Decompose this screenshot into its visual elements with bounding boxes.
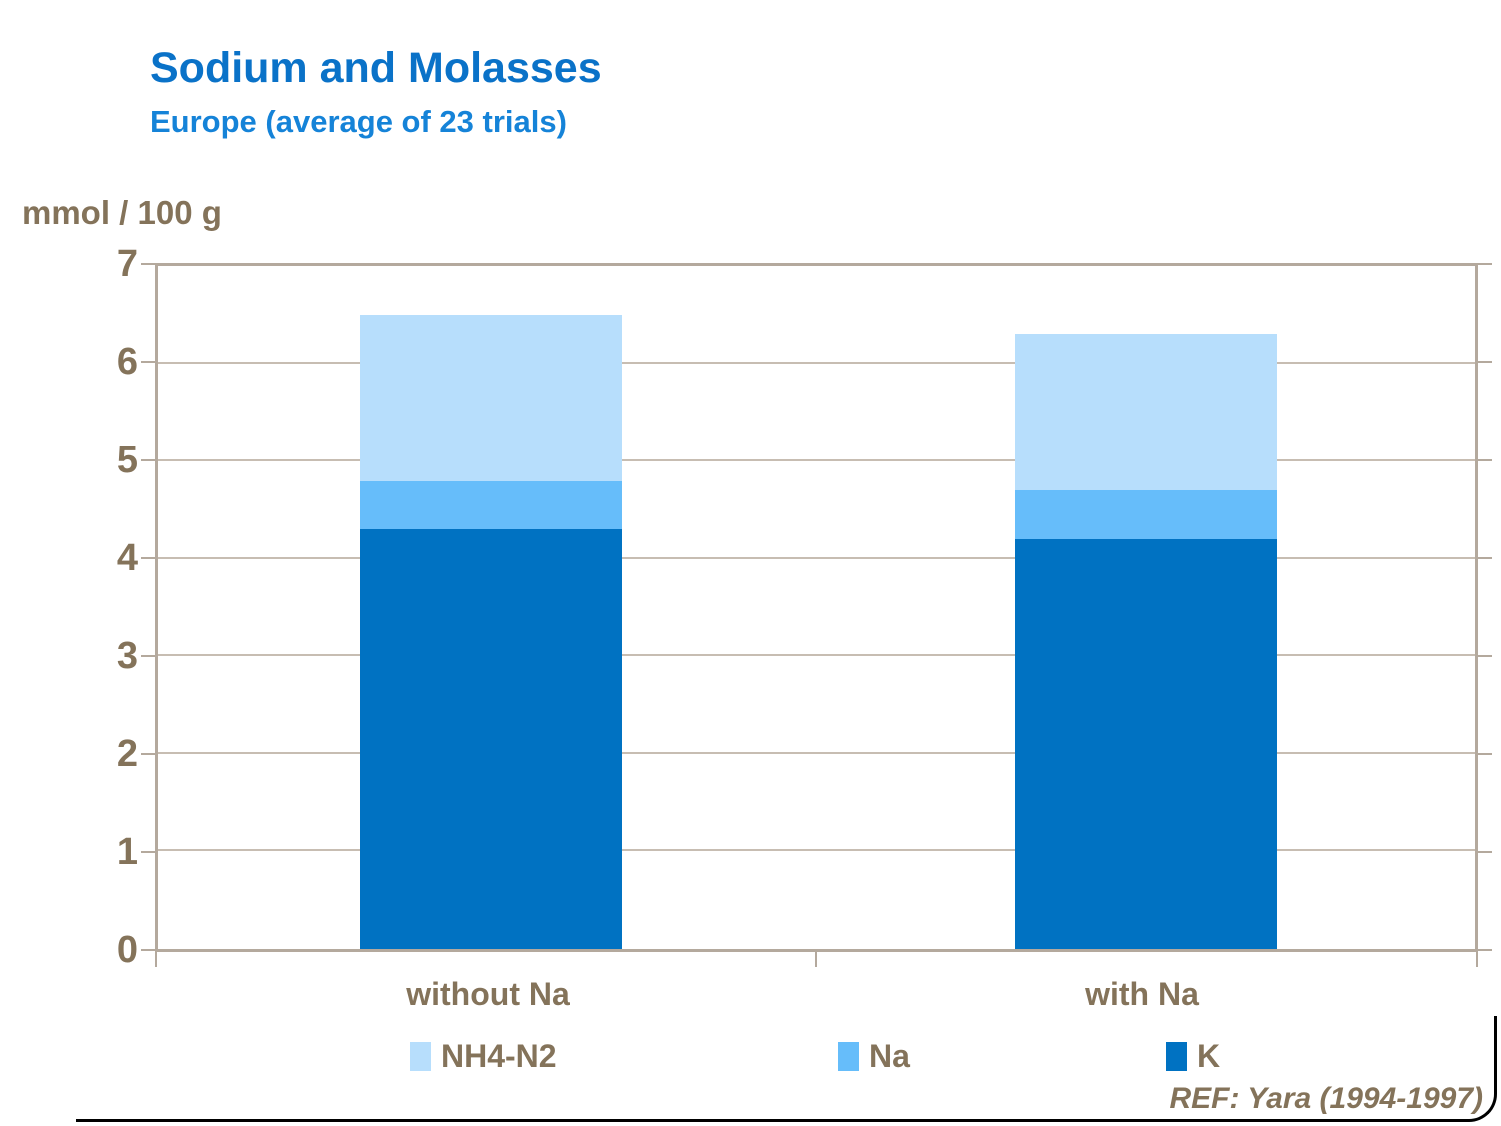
y-tick-label-0: 0 xyxy=(116,929,138,971)
y-tick-mark-left-1 xyxy=(141,851,155,853)
y-tick-mark-left-5 xyxy=(141,459,155,461)
legend-item-k: K xyxy=(1166,1038,1220,1074)
y-tick-label-3: 3 xyxy=(116,635,138,677)
y-tick-mark-right-2 xyxy=(1478,753,1492,755)
gridline-y-1 xyxy=(158,849,1475,852)
legend-item-nh4-n2: NH4-N2 xyxy=(410,1038,557,1074)
gridline-y-2 xyxy=(158,751,1475,754)
y-tick-mark-right-1 xyxy=(1478,851,1492,853)
y-tick-mark-left-6 xyxy=(141,361,155,363)
y-tick-label-2: 2 xyxy=(116,733,138,775)
gridline-y-5 xyxy=(158,459,1475,462)
x-category-label-without-na: without Na xyxy=(406,976,570,1012)
bar-segment-nh4-n2-0 xyxy=(360,314,622,481)
y-tick-mark-right-4 xyxy=(1478,557,1492,559)
plot-area xyxy=(155,263,1478,952)
y-tick-mark-right-0 xyxy=(1478,949,1492,951)
reference-note: REF: Yara (1994-1997) xyxy=(1169,1082,1483,1115)
legend-label-k: K xyxy=(1197,1038,1221,1074)
y-tick-mark-left-3 xyxy=(141,655,155,657)
bar-segment-k-0 xyxy=(360,529,622,949)
y-tick-mark-left-7 xyxy=(141,263,155,265)
y-tick-mark-left-4 xyxy=(141,557,155,559)
stacked-bar-with-na xyxy=(1015,266,1277,949)
y-tick-mark-right-7 xyxy=(1478,263,1492,265)
y-tick-label-4: 4 xyxy=(116,537,138,579)
x-tick-mark-0 xyxy=(155,952,157,967)
gridline-y-6 xyxy=(158,361,1475,364)
bar-segment-nh4-n2-1 xyxy=(1015,334,1277,491)
bar-segment-na-1 xyxy=(1015,490,1277,540)
y-tick-mark-right-3 xyxy=(1478,655,1492,657)
page-title: Sodium and Molasses xyxy=(150,44,602,92)
y-tick-label-5: 5 xyxy=(116,439,138,481)
legend-swatch-nh4-n2 xyxy=(410,1041,431,1071)
legend-label-na: Na xyxy=(869,1038,910,1074)
y-tick-mark-right-6 xyxy=(1478,361,1492,363)
y-tick-label-1: 1 xyxy=(116,831,138,873)
y-tick-label-6: 6 xyxy=(116,341,138,383)
legend-swatch-na xyxy=(838,1041,859,1071)
legend-label-nh4-n2: NH4-N2 xyxy=(441,1038,557,1074)
y-tick-mark-left-0 xyxy=(141,949,155,951)
x-tick-mark-2 xyxy=(1476,952,1478,967)
y-tick-mark-right-5 xyxy=(1478,459,1492,461)
gridline-y-4 xyxy=(158,556,1475,559)
x-category-label-with-na: with Na xyxy=(1085,976,1199,1012)
bar-segment-k-1 xyxy=(1015,539,1277,949)
y-axis-unit-label: mmol / 100 g xyxy=(22,194,222,231)
gridline-y-3 xyxy=(158,654,1475,657)
y-tick-label-7: 7 xyxy=(116,243,138,285)
x-tick-mark-1 xyxy=(815,952,817,967)
y-tick-mark-left-2 xyxy=(141,753,155,755)
bar-segment-na-0 xyxy=(360,480,622,530)
legend-swatch-k xyxy=(1166,1041,1187,1071)
stacked-bar-without-na xyxy=(360,266,622,949)
legend-item-na: Na xyxy=(838,1038,910,1074)
plot-inner xyxy=(158,266,1475,949)
page-subtitle: Europe (average of 23 trials) xyxy=(150,104,567,139)
